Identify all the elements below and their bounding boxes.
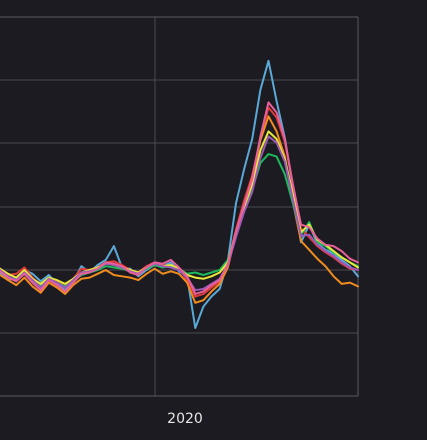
- series-line-7: [0, 101, 359, 295]
- x-tick-label: 2020: [167, 411, 203, 427]
- series-line-5: [0, 130, 359, 285]
- x-axis-ticks: 2020: [167, 411, 203, 427]
- plot-frame: [0, 16, 359, 397]
- series-line-1: [0, 59, 359, 329]
- series-line-6: [0, 135, 359, 292]
- series-group: [0, 59, 359, 329]
- grid-lines: [0, 17, 358, 396]
- series-line-3: [0, 115, 359, 304]
